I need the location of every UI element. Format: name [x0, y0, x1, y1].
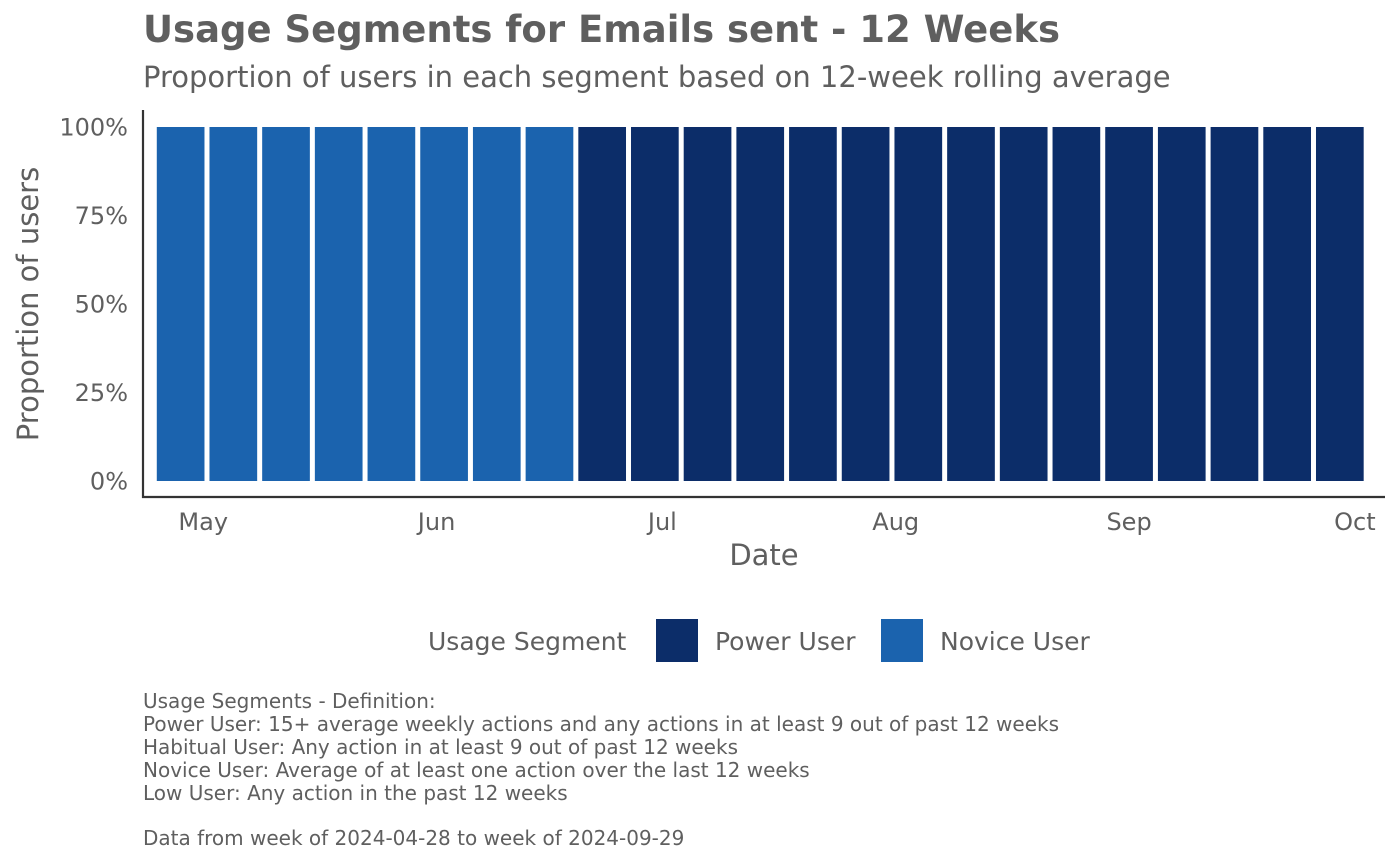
y-tick-label: 100%: [59, 114, 128, 142]
bar-novice-user: [314, 127, 363, 481]
x-tick-label: Oct: [1334, 508, 1376, 536]
bar-power-user: [841, 127, 890, 481]
bar-power-user: [1157, 127, 1206, 481]
bar-novice-user: [367, 127, 416, 481]
chart-subtitle: Proportion of users in each segment base…: [143, 60, 1171, 94]
bar-novice-user: [420, 127, 468, 481]
bar-power-user: [736, 127, 785, 481]
y-axis-ticks: 0% 25% 50% 75% 100%: [59, 114, 128, 496]
bar-power-user: [999, 127, 1048, 481]
caption-block: Usage Segments - Definition: Power User:…: [143, 689, 1059, 850]
caption-line: Data from week of 2024-04-28 to week of …: [143, 826, 684, 850]
x-tick-label: Sep: [1106, 508, 1151, 536]
caption-line: Novice User: Average of at least one act…: [143, 758, 810, 782]
legend: Usage Segment Power User Novice User: [428, 619, 1091, 662]
x-tick-label: May: [178, 508, 228, 536]
y-tick-label: 75%: [75, 202, 128, 230]
bar-power-user: [578, 127, 627, 481]
bar-novice-user: [209, 127, 258, 481]
bar-power-user: [894, 127, 943, 481]
legend-swatch-novice-user: [881, 619, 923, 662]
x-axis-ticks: May Jun Jul Aug Sep Oct: [178, 508, 1375, 536]
bar-novice-user: [472, 127, 521, 481]
caption-line: Power User: 15+ average weekly actions a…: [143, 712, 1059, 736]
bar-novice-user: [525, 127, 574, 481]
caption-line: Habitual User: Any action in at least 9 …: [143, 735, 738, 759]
y-axis-title: Proportion of users: [11, 167, 45, 441]
bar-power-user: [1263, 127, 1311, 481]
bar-power-user: [1105, 127, 1153, 481]
y-tick-label: 0%: [90, 468, 128, 496]
y-tick-label: 50%: [75, 291, 128, 319]
caption-line: Low User: Any action in the past 12 week…: [143, 781, 568, 805]
bar-novice-user: [262, 127, 310, 481]
x-tick-label: Jul: [646, 508, 677, 536]
bar-novice-user: [156, 127, 205, 481]
legend-label-novice-user: Novice User: [940, 627, 1091, 656]
bar-power-user: [1315, 127, 1364, 481]
bar-power-user: [1210, 127, 1259, 481]
x-axis-title: Date: [729, 538, 798, 572]
legend-label-power-user: Power User: [715, 627, 856, 656]
legend-swatch-power-user: [656, 619, 698, 662]
chart-title: Usage Segments for Emails sent - 12 Week…: [143, 8, 1060, 51]
y-tick-label: 25%: [75, 379, 128, 407]
bar-power-user: [631, 127, 679, 481]
bar-power-user: [683, 127, 732, 481]
bar-power-user: [1052, 127, 1101, 481]
x-tick-label: Jun: [416, 508, 456, 536]
legend-title: Usage Segment: [428, 627, 627, 656]
bar-power-user: [947, 127, 995, 481]
bars-group: [156, 127, 1364, 481]
bar-power-user: [789, 127, 837, 481]
caption-line: Usage Segments - Definition:: [143, 689, 436, 713]
x-tick-label: Aug: [872, 508, 919, 536]
